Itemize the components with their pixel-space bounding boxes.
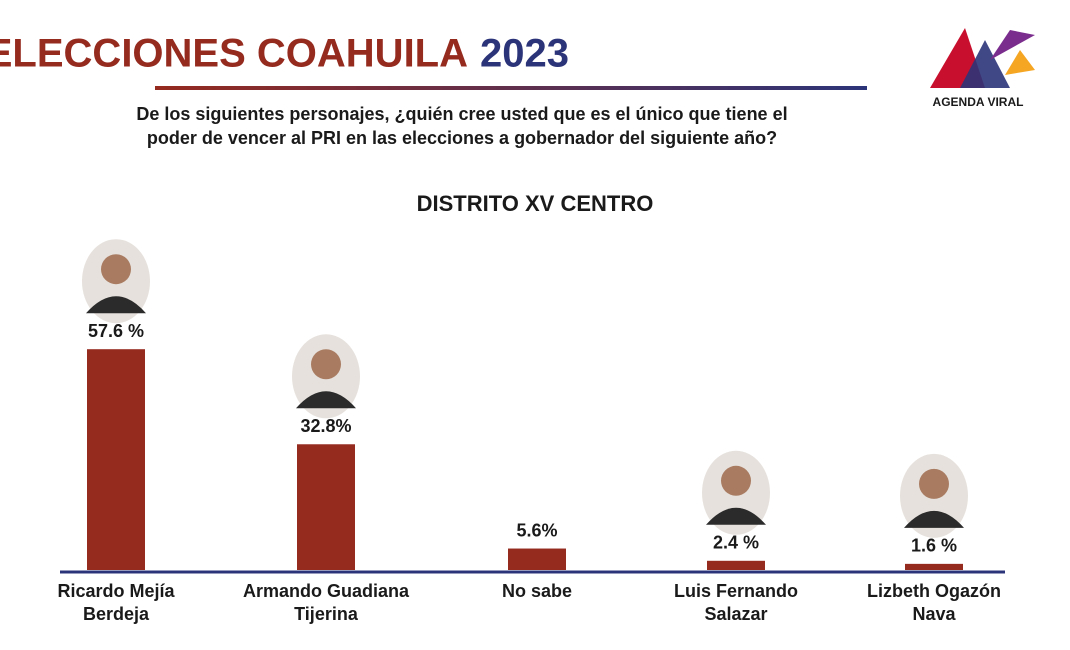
x-tick-label: No sabe <box>502 581 572 601</box>
photo-head <box>721 465 751 496</box>
photo-body <box>706 507 766 525</box>
photo-body <box>86 296 146 314</box>
photo-head <box>101 254 131 285</box>
bar <box>905 563 963 570</box>
x-tick-label: Ricardo Mejía <box>57 581 175 601</box>
x-tick-label: Nava <box>912 604 956 624</box>
bar <box>508 548 566 570</box>
x-tick-label: Lizbeth Ogazón <box>867 581 1001 601</box>
value-label: 1.6 % <box>911 536 957 556</box>
title-underline <box>155 86 867 90</box>
value-label: 32.8% <box>300 416 351 436</box>
bar <box>707 560 765 570</box>
x-tick-label: Tijerina <box>294 604 359 624</box>
bar <box>297 444 355 570</box>
chart-title: DISTRITO XV CENTRO <box>417 191 654 216</box>
subtitle: poder de vencer al PRI en las elecciones… <box>147 128 777 148</box>
title-year: 2023 <box>480 32 569 76</box>
x-tick-label: Armando Guadiana <box>243 581 410 601</box>
title-main: ELECCIONES COAHUILA <box>0 32 468 76</box>
bar <box>87 349 145 570</box>
photo-head <box>919 468 949 499</box>
x-tick-label: Luis Fernando <box>674 581 798 601</box>
value-label: 57.6 % <box>88 321 144 341</box>
brand: AGENDA VIRAL <box>933 95 1024 109</box>
x-tick-label: Berdeja <box>83 604 150 624</box>
logo: AGENDA VIRAL <box>930 28 1035 109</box>
photo-body <box>904 510 964 528</box>
value-label: 2.4 % <box>713 533 759 553</box>
photo-body <box>296 391 356 409</box>
subtitle: De los siguientes personajes, ¿quién cre… <box>136 104 787 124</box>
x-tick-label: Salazar <box>704 604 767 624</box>
value-label: 5.6% <box>516 520 557 540</box>
photo-head <box>311 349 341 380</box>
